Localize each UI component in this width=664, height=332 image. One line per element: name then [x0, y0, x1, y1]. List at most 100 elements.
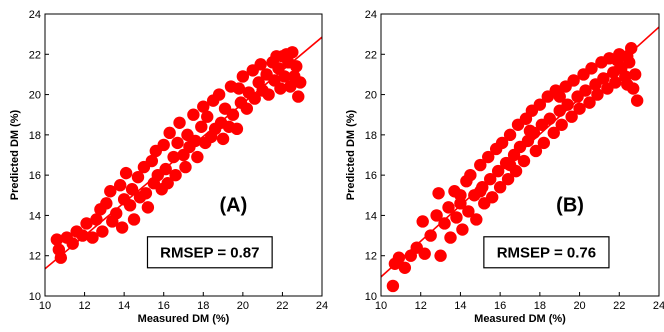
data-point — [553, 90, 566, 103]
rmsep-annotation: RMSEP = 0.87 — [160, 244, 259, 261]
data-point — [230, 122, 244, 136]
data-point — [173, 116, 186, 129]
data-point — [529, 144, 543, 158]
data-point — [565, 110, 578, 123]
x-tick-label: 22 — [613, 300, 625, 312]
data-point — [100, 197, 113, 210]
panel-label: (B) — [556, 194, 584, 216]
x-tick-label: 10 — [39, 300, 51, 312]
data-point — [585, 62, 598, 75]
data-point — [456, 223, 469, 236]
data-point — [434, 249, 447, 262]
plot-frame — [380, 13, 660, 297]
data-point — [561, 98, 574, 111]
data-point — [171, 136, 184, 150]
data-point — [189, 134, 202, 148]
data-point — [470, 213, 483, 226]
y-tick-label: 18 — [29, 130, 41, 142]
data-point — [416, 215, 429, 228]
y-tick-label: 10 — [29, 291, 41, 303]
y-tick-label: 24 — [365, 9, 377, 21]
data-point — [280, 48, 293, 61]
data-point — [537, 136, 551, 150]
data-point — [161, 177, 174, 190]
data-point — [464, 168, 477, 182]
data-point — [104, 185, 117, 198]
data-point — [583, 96, 596, 109]
x-tick-label: 24 — [316, 300, 328, 312]
data-point — [424, 229, 437, 242]
y-tick-label: 18 — [365, 130, 377, 142]
data-point — [484, 172, 497, 186]
axis-ticks: 10 12 14 16 18 20 22 24 10 12 14 16 18 20 22 24 — [29, 9, 328, 312]
data-point — [491, 164, 505, 178]
data-point — [503, 128, 517, 142]
data-point — [157, 138, 170, 152]
data-point — [454, 189, 467, 202]
data-point — [179, 160, 192, 174]
panel-label: (A) — [219, 194, 247, 216]
data-point — [248, 92, 261, 105]
data-point — [50, 233, 64, 246]
data-point — [145, 154, 159, 168]
data-point — [96, 225, 109, 238]
data-point — [54, 251, 68, 264]
data-point — [201, 110, 214, 123]
y-tick-label: 10 — [365, 291, 377, 303]
data-point — [131, 170, 145, 184]
scatter-panel-a: 10 12 14 16 18 20 22 24 10 12 14 16 18 20 22 24 Measure… — [9, 9, 328, 325]
data-point — [543, 112, 556, 125]
data-point — [444, 231, 457, 244]
data-point — [292, 90, 305, 103]
data-point — [119, 166, 133, 180]
data-point — [294, 76, 307, 89]
data-point — [113, 179, 127, 192]
data-point — [623, 56, 636, 69]
x-tick-label: 12 — [78, 300, 90, 312]
scatter-panel-b: 10 12 14 16 18 20 22 24 10 12 14 16 18 20 22 24 Measure… — [345, 9, 664, 325]
data-point — [609, 76, 622, 89]
data-point — [159, 162, 172, 176]
rmsep-box — [483, 236, 610, 269]
data-point — [278, 70, 291, 83]
data-point — [80, 217, 93, 230]
y-tick-label: 14 — [29, 210, 41, 222]
scatter-points — [50, 46, 307, 264]
x-tick-label: 12 — [415, 300, 427, 312]
data-point — [573, 102, 586, 115]
y-axis-label: Predicted DM (%) — [9, 109, 21, 200]
data-point — [86, 231, 99, 244]
data-point — [127, 213, 141, 226]
data-point — [254, 58, 267, 71]
data-point — [493, 181, 507, 194]
data-point — [517, 154, 531, 168]
data-point — [430, 209, 443, 222]
data-point — [555, 118, 568, 131]
data-point — [236, 70, 250, 83]
data-point — [482, 150, 495, 164]
y-tick-label: 20 — [29, 90, 41, 102]
data-point — [262, 88, 275, 101]
data-point — [418, 247, 431, 260]
x-tick-label: 16 — [494, 300, 506, 312]
data-point — [579, 84, 592, 97]
x-tick-label: 22 — [276, 300, 288, 312]
scatter-points — [386, 42, 644, 293]
data-point — [438, 217, 451, 230]
axis-ticks: 10 12 14 16 18 20 22 24 10 12 14 16 18 20 22 24 — [365, 9, 664, 312]
data-point — [232, 82, 246, 95]
x-tick-label: 14 — [454, 300, 466, 312]
x-tick-label: 18 — [197, 300, 209, 312]
data-point — [66, 237, 79, 250]
data-point — [169, 168, 182, 182]
x-tick-label: 24 — [653, 300, 664, 312]
y-tick-label: 12 — [29, 251, 41, 263]
data-point — [474, 185, 487, 198]
data-point — [163, 126, 176, 140]
data-point — [115, 221, 129, 234]
x-tick-label: 16 — [158, 300, 170, 312]
y-axis-label: Predicted DM (%) — [345, 109, 357, 200]
data-point — [187, 108, 200, 121]
data-point — [591, 88, 604, 101]
